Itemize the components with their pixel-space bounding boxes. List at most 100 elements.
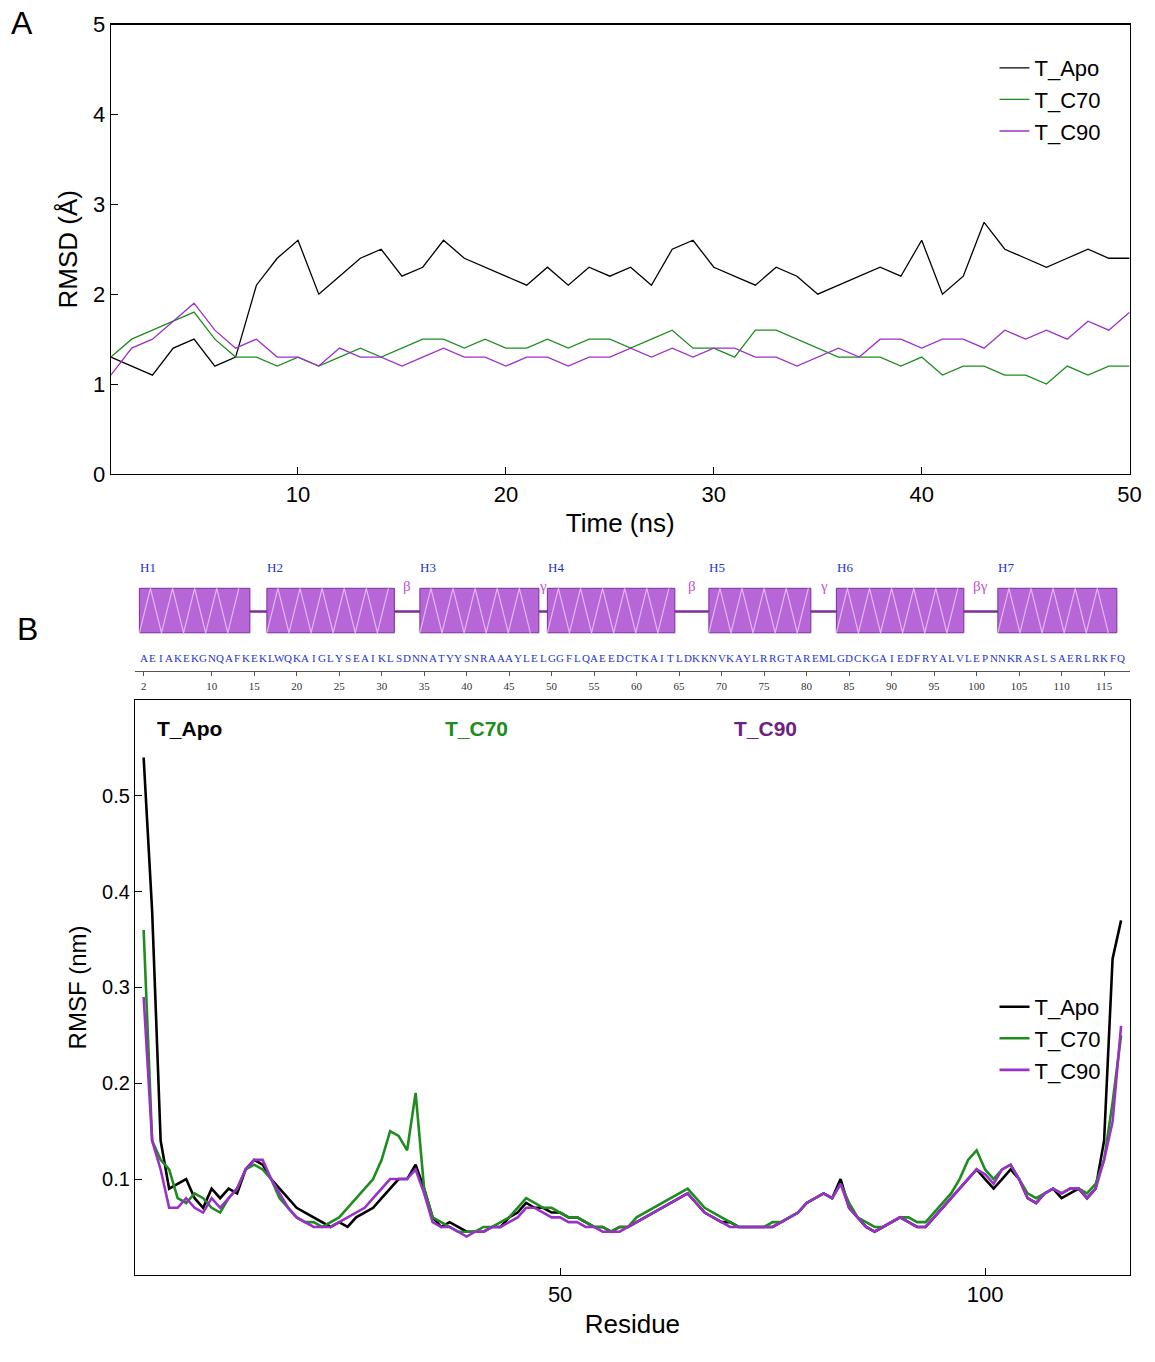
svg-text:A: A [488, 652, 496, 664]
svg-text:T_C70: T_C70 [445, 717, 508, 740]
svg-text:A: A [361, 652, 369, 664]
svg-text:V: V [718, 652, 726, 664]
svg-text:A: A [879, 652, 887, 664]
svg-text:65: 65 [674, 680, 686, 692]
svg-text:80: 80 [801, 680, 813, 692]
svg-text:V: V [956, 652, 964, 664]
svg-text:Y: Y [454, 652, 462, 664]
svg-text:Y: Y [446, 652, 454, 664]
svg-text:D: D [905, 652, 913, 664]
svg-text:E: E [897, 652, 904, 664]
svg-text:10: 10 [286, 482, 310, 507]
svg-text:A: A [735, 652, 743, 664]
svg-text:55: 55 [589, 680, 601, 692]
svg-text:G: G [199, 652, 207, 664]
svg-text:F: F [234, 652, 240, 664]
svg-text:A: A [794, 652, 802, 664]
svg-text:115: 115 [1096, 680, 1113, 692]
svg-text:A: A [939, 652, 947, 664]
svg-text:40: 40 [461, 680, 473, 692]
svg-text:0.1: 0.1 [102, 1168, 130, 1190]
svg-text:A: A [497, 652, 505, 664]
svg-text:I: I [890, 652, 894, 664]
svg-text:T_Apo: T_Apo [1034, 56, 1099, 81]
svg-text:L: L [540, 652, 547, 664]
svg-text:R: R [769, 652, 777, 664]
svg-text:45: 45 [504, 680, 516, 692]
svg-text:0.5: 0.5 [102, 785, 130, 807]
svg-text:G: G [548, 652, 556, 664]
svg-text:T: T [438, 652, 445, 664]
svg-text:L: L [1084, 652, 1091, 664]
svg-text:S: S [345, 652, 351, 664]
svg-text:110: 110 [1054, 680, 1071, 692]
svg-text:3: 3 [93, 192, 105, 217]
svg-text:N: N [709, 652, 717, 664]
svg-text:T_Apo: T_Apo [157, 717, 222, 740]
svg-text:K: K [692, 652, 700, 664]
svg-text:Y: Y [743, 652, 751, 664]
svg-text:K: K [259, 652, 267, 664]
svg-text:A: A [1058, 652, 1066, 664]
svg-text:A: A [429, 652, 437, 664]
svg-text:R: R [760, 652, 768, 664]
svg-text:L: L [829, 652, 836, 664]
svg-text:N: N [471, 652, 479, 664]
svg-text:L: L [574, 652, 581, 664]
svg-text:E: E [149, 652, 156, 664]
svg-text:L: L [523, 652, 530, 664]
svg-text:105: 105 [1011, 680, 1028, 692]
svg-text:H4: H4 [548, 560, 564, 575]
svg-text:E: E [599, 652, 606, 664]
svg-text:A: A [650, 652, 658, 664]
svg-text:90: 90 [886, 680, 898, 692]
svg-text:H1: H1 [140, 560, 156, 575]
svg-text:S: S [1050, 652, 1056, 664]
svg-text:50: 50 [1117, 482, 1141, 507]
svg-text:20: 20 [291, 680, 303, 692]
svg-text:R: R [922, 652, 930, 664]
svg-text:N: N [998, 652, 1006, 664]
svg-text:Q: Q [284, 652, 292, 664]
svg-text:T_C70: T_C70 [1034, 1027, 1100, 1052]
svg-text:K: K [378, 652, 386, 664]
svg-text:Time (ns): Time (ns) [566, 508, 675, 538]
svg-text:70: 70 [716, 680, 728, 692]
svg-text:E: E [353, 652, 360, 664]
svg-text:50: 50 [546, 680, 558, 692]
svg-text:I: I [660, 652, 664, 664]
svg-text:L: L [387, 652, 394, 664]
svg-text:G: G [556, 652, 564, 664]
svg-text:A: A [301, 652, 309, 664]
svg-text:γ: γ [820, 578, 828, 594]
svg-text:H6: H6 [837, 560, 853, 575]
svg-text:RMSD (Å): RMSD (Å) [53, 190, 83, 308]
svg-text:β: β [688, 578, 696, 594]
svg-text:D: D [845, 652, 853, 664]
svg-text:I: I [312, 652, 316, 664]
svg-text:0: 0 [93, 462, 105, 487]
svg-text:L: L [1041, 652, 1048, 664]
svg-text:50: 50 [548, 1282, 572, 1307]
svg-text:H5: H5 [709, 560, 725, 575]
svg-text:A: A [140, 652, 148, 664]
svg-text:Q: Q [216, 652, 224, 664]
svg-text:N: N [420, 652, 428, 664]
svg-text:T: T [786, 652, 793, 664]
svg-text:Y: Y [335, 652, 343, 664]
svg-text:K: K [726, 652, 734, 664]
svg-text:R: R [1092, 652, 1100, 664]
svg-text:E: E [608, 652, 615, 664]
svg-text:A: A [505, 652, 513, 664]
svg-text:P: P [982, 652, 988, 664]
svg-text:C: C [625, 652, 632, 664]
svg-text:75: 75 [759, 680, 771, 692]
svg-text:K: K [174, 652, 182, 664]
svg-text:T: T [667, 652, 674, 664]
svg-text:D: D [616, 652, 624, 664]
svg-text:N: N [412, 652, 420, 664]
svg-text:Y: Y [930, 652, 938, 664]
svg-text:G: G [837, 652, 845, 664]
svg-text:R: R [480, 652, 488, 664]
svg-text:βγ: βγ [973, 578, 988, 594]
